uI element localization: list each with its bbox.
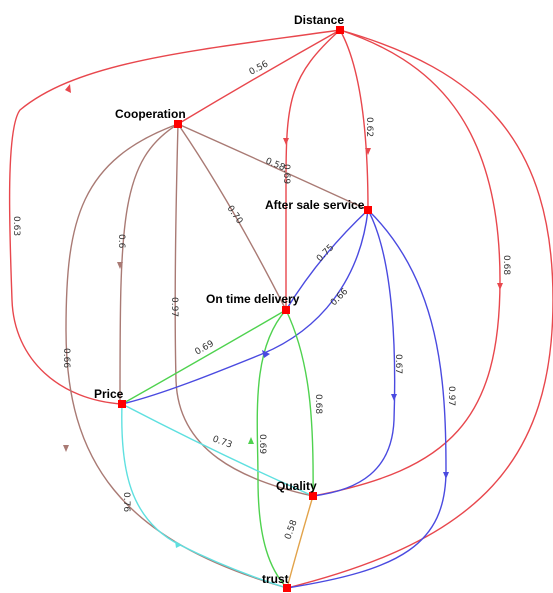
arrowhead [443,472,449,479]
arrowhead [117,262,123,269]
arrowhead [391,394,397,401]
node-cooperation[interactable] [174,120,182,128]
edge-after-sale-ontime [285,209,369,311]
arrowhead [248,437,254,444]
edge-label-cooperation-price: 0.6 [116,234,126,249]
edge-cooperation-quality [174,123,314,497]
edge-label-after-sale-price: 0.66 [329,287,350,308]
node-label-distance: Distance [294,13,344,27]
node-price[interactable] [118,400,126,408]
edge-cooperation-after-sale [177,123,369,211]
arrowhead [497,283,503,290]
edge-label-distance-after-sale: 0.62 [364,117,374,137]
edge-label-price-trust: 0.76 [121,492,131,512]
edge-distance-quality [312,29,501,497]
edge-ontime-trust [256,309,288,589]
edge-cooperation-ontime [177,123,287,311]
edge-ontime-quality [285,309,314,497]
edge-label-ontime-trust: 0.69 [257,434,267,454]
edge-distance-ontime [285,29,341,310]
arrowhead [63,445,69,452]
edge-label-after-sale-trust: 0.97 [446,386,456,406]
edge-label-cooperation-ontime: 0.70 [225,204,245,226]
edge-after-sale-quality [312,209,396,497]
node-label-after-sale-service: After sale service [265,198,365,212]
node-label-trust: trust [262,572,289,586]
edge-price-trust [121,403,288,589]
edge-label-distance-ontime: 0.69 [281,164,291,184]
edge-quality-trust [286,495,314,589]
node-label-cooperation: Cooperation [115,107,186,121]
edge-label-quality-trust: 0.58 [283,519,299,542]
node-label-on-time-delivery: On time delivery [206,292,300,306]
edge-label-ontime-quality: 0.68 [313,394,323,414]
edge-ontime-price [121,309,287,405]
edge-label-ontime-price: 0.69 [194,339,217,358]
node-label-quality: Quality [276,479,317,493]
arrowhead [65,84,71,93]
node-on-time-delivery[interactable] [282,306,290,314]
edge-after-sale-price [121,209,369,405]
edge-price-quality [121,403,314,497]
edge-label-distance-cooperation: 0.56 [248,59,271,77]
arrowhead [283,138,289,145]
node-label-price: Price [94,387,124,401]
node-quality[interactable] [309,492,317,500]
edge-distance-trust [286,29,553,589]
arrowhead [175,541,182,548]
node-trust[interactable] [283,584,291,592]
edge-label-cooperation-trust: 0.66 [61,348,71,368]
edge-distance-price [8,29,341,405]
edge-label-price-quality: 0.73 [211,434,233,450]
edge-distance-after-sale [339,29,369,211]
arrowhead [365,148,371,155]
edge-after-sale-trust [286,209,447,589]
node-after-sale-service[interactable] [364,206,372,214]
edge-cooperation-price [119,123,179,405]
edge-label-distance-quality: 0.68 [501,255,511,275]
edge-label-cooperation-quality: 0.97 [169,297,179,317]
edge-label-distance-price: 0.63 [11,216,21,236]
edge-label-cooperation-after-sale: 0.58 [264,157,287,174]
node-distance[interactable] [336,26,344,34]
edge-distance-cooperation [177,29,341,125]
edge-label-after-sale-quality: 0.67 [393,354,403,374]
arrowhead [262,350,270,358]
